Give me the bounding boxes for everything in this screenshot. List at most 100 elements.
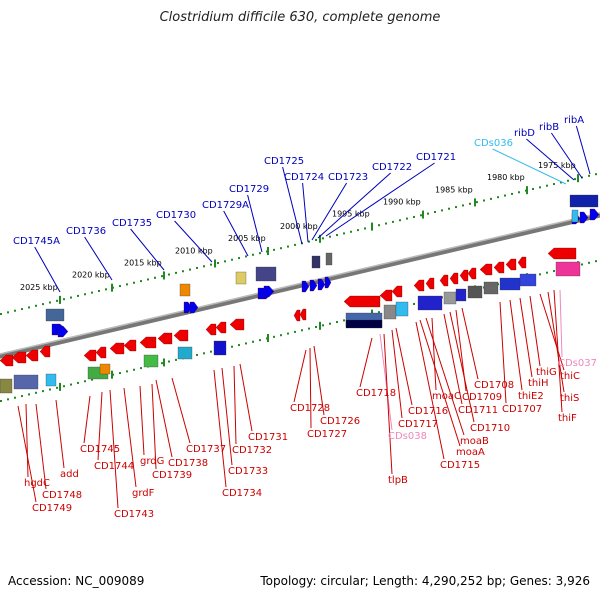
label-leader-line xyxy=(359,337,373,388)
upper-tick-line-dot xyxy=(357,229,359,232)
feature-block xyxy=(417,295,443,311)
gene-label-cd1731: CD1731 xyxy=(248,432,288,443)
label-leader-line xyxy=(526,138,575,181)
upper-tick-line-dot xyxy=(238,257,240,260)
lower-tick-line-dot xyxy=(133,368,135,371)
reverse-gene-arrow xyxy=(547,247,577,260)
label-leader-line xyxy=(83,395,91,444)
gene-label-cd1722: CD1722 xyxy=(372,162,412,173)
gene-label-cd1721: CD1721 xyxy=(416,152,456,163)
lower-tick-line-dot xyxy=(343,319,345,322)
gene-label-cd1726: CD1726 xyxy=(320,416,360,427)
label-leader-line xyxy=(247,194,263,253)
gene-label-moaa: moaA xyxy=(456,447,485,458)
label-leader-line xyxy=(311,182,348,241)
upper-tick-line-dot xyxy=(203,265,205,268)
reverse-gene-arrow xyxy=(173,329,189,342)
label-leader-line xyxy=(492,148,567,185)
upper-tick-line-dot xyxy=(504,194,506,197)
upper-tick-line-dot xyxy=(56,299,58,302)
topology-text: Topology: circular; Length: 4,290,252 bp… xyxy=(260,574,590,588)
upper-tick-line-dot xyxy=(161,275,163,278)
label-leader-line xyxy=(293,349,307,403)
lower-tick-line-dot xyxy=(588,261,590,264)
upper-tick-line-dot xyxy=(413,215,415,218)
label-leader-line xyxy=(151,383,157,470)
lower-tick-line-dot xyxy=(315,325,317,328)
gene-label-cd1738: CD1738 xyxy=(168,458,208,469)
gene-label-grdf: grdF xyxy=(132,488,155,499)
gene-label-cds037: CDs037 xyxy=(558,358,597,369)
upper-tick-line-dot xyxy=(287,245,289,248)
upper-tick-line-dot xyxy=(224,260,226,263)
gene-label-cd1724: CD1724 xyxy=(284,172,324,183)
feature-block xyxy=(345,319,383,329)
gene-label-cd1718: CD1718 xyxy=(356,388,396,399)
gene-label-cd1723: CD1723 xyxy=(328,172,368,183)
gene-label-cd1708: CD1708 xyxy=(474,380,514,391)
label-leader-line xyxy=(109,389,119,509)
upper-tick-line-dot xyxy=(511,192,513,195)
label-leader-line xyxy=(575,125,591,175)
reverse-gene-arrow xyxy=(449,272,459,285)
reverse-gene-arrow xyxy=(0,354,14,367)
label-leader-line xyxy=(139,385,145,456)
upper-tick-line-dot xyxy=(497,196,499,199)
gene-label-cd1745a: CD1745A xyxy=(13,236,60,247)
upper-tick-line-dot xyxy=(231,258,233,261)
lower-tick-line-dot xyxy=(49,388,51,391)
gene-label-cd1736: CD1736 xyxy=(66,226,106,237)
lower-tick-line-dot xyxy=(91,378,93,381)
feature-block xyxy=(255,266,277,282)
reverse-gene-arrow xyxy=(517,256,527,269)
gene-label-cds038: CDs038 xyxy=(388,431,427,442)
lower-tick-line-dot xyxy=(0,400,2,402)
reverse-gene-arrow xyxy=(205,323,217,336)
label-leader-line xyxy=(325,162,435,237)
gene-label-cd1743: CD1743 xyxy=(114,509,154,520)
gene-label-thie2: thiE2 xyxy=(518,391,544,402)
upper-tick-line-dot xyxy=(455,206,457,209)
gene-label-ribd: ribD xyxy=(514,128,535,139)
forward-gene-arrow xyxy=(317,278,326,291)
upper-tick-line-dot xyxy=(399,219,401,222)
reverse-gene-arrow xyxy=(459,269,469,282)
gene-label-cd1737: CD1737 xyxy=(186,444,226,455)
label-leader-line xyxy=(282,166,303,245)
gene-label-cd1717: CD1717 xyxy=(398,419,438,430)
reverse-gene-arrow xyxy=(299,308,307,321)
label-leader-line xyxy=(419,319,461,447)
upper-tick-line-dot xyxy=(14,309,16,312)
upper-tick-line-dot xyxy=(462,204,464,207)
lower-tick-line-dot xyxy=(287,332,289,335)
feature-block xyxy=(569,194,599,208)
gene-labels: CD1745A CD1736 CD1735 CD1730 CD1729A CD1729 CD… xyxy=(13,115,597,520)
gene-label-cd1745: CD1745 xyxy=(80,444,120,455)
upper-tick-line-dot xyxy=(217,262,219,265)
lower-tick-line-dot xyxy=(231,345,233,348)
lower-tick-line-dot xyxy=(119,372,121,375)
gene-label-hgdc: hgdC xyxy=(24,478,50,489)
lower-tick-line-dot xyxy=(70,383,72,386)
upper-tick-line-dot xyxy=(448,207,450,210)
reverse-gene-arrow xyxy=(439,274,449,287)
reverse-gene-arrow xyxy=(39,345,51,358)
feature-block xyxy=(443,291,457,305)
label-leader-line xyxy=(391,329,403,419)
upper-tick-line-dot xyxy=(406,217,408,220)
upper-tick-line-dot xyxy=(245,255,247,258)
upper-tick-line-dot xyxy=(476,201,478,204)
label-leader-line xyxy=(223,210,249,257)
reverse-gene-arrow xyxy=(215,321,227,334)
upper-tick-line-dot xyxy=(378,224,380,227)
label-leader-line xyxy=(539,293,565,371)
upper-tick-line-dot xyxy=(322,237,324,240)
upper-tick-line-dot xyxy=(140,280,142,283)
upper-tick-line-dot xyxy=(518,191,520,194)
feature-block xyxy=(0,378,13,394)
upper-tick-line-dot xyxy=(280,247,282,250)
lower-tick-line-dot xyxy=(56,386,58,389)
upper-tick-line-dot xyxy=(98,289,100,292)
feature-block xyxy=(395,301,409,317)
gene-label-cd1707: CD1707 xyxy=(502,404,542,415)
